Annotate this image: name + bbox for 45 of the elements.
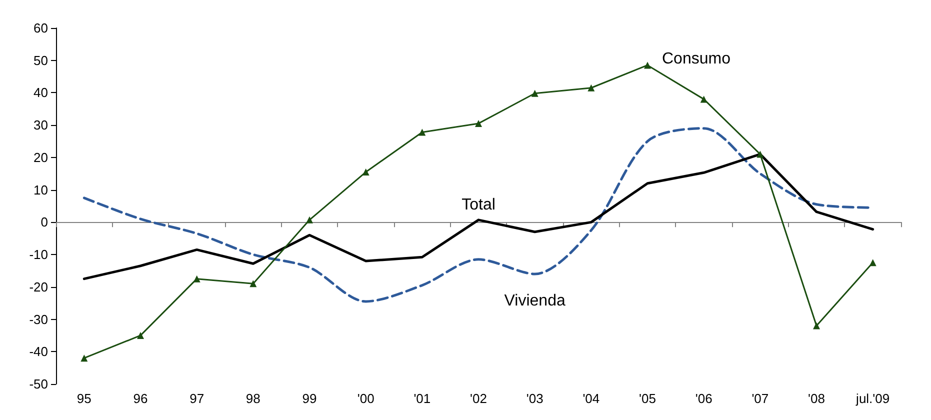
point xyxy=(700,96,708,103)
point xyxy=(193,275,200,282)
x-tick-label: '03 xyxy=(526,391,544,406)
y-tick-label: 30 xyxy=(34,118,48,133)
point xyxy=(756,150,764,158)
x-tick-label: '00 xyxy=(357,391,374,406)
x-tick-label: '08 xyxy=(808,391,825,406)
point xyxy=(418,128,426,136)
y-tick-label: 40 xyxy=(34,85,48,100)
point xyxy=(644,62,651,69)
x-tick-label: 98 xyxy=(246,391,260,406)
series-label: Total xyxy=(462,196,496,214)
point xyxy=(531,90,538,97)
point xyxy=(137,332,144,339)
x-tick-label: '02 xyxy=(470,391,487,406)
point xyxy=(588,84,595,92)
x-tick-label: jul.'09 xyxy=(855,391,890,406)
y-tick-label: -10 xyxy=(29,247,48,262)
x-tick-label: 95 xyxy=(76,391,92,406)
point xyxy=(869,259,876,266)
point xyxy=(250,280,257,288)
x-tick-label: '01 xyxy=(414,391,431,406)
series-label: Vivienda xyxy=(504,292,566,310)
y-tick-label: -30 xyxy=(29,312,48,327)
point xyxy=(80,354,88,362)
y-tick-label: 0 xyxy=(40,214,48,230)
x-tick-label: 99 xyxy=(302,391,317,406)
point xyxy=(813,322,820,330)
x-tick-label: '07 xyxy=(752,391,769,406)
y-tick-label: -40 xyxy=(29,344,48,360)
point xyxy=(306,216,313,224)
y-tick-label: 50 xyxy=(34,52,48,68)
series-label: Consumo xyxy=(662,50,731,68)
y-tick-label: -50 xyxy=(29,376,48,392)
y-tick-label: 20 xyxy=(34,150,48,165)
x-tick-label: 97 xyxy=(190,391,204,406)
x-tick-label: '06 xyxy=(695,391,712,406)
y-tick-label: -20 xyxy=(29,279,48,294)
point xyxy=(475,120,482,127)
point xyxy=(362,168,370,176)
x-tick-label: 96 xyxy=(133,391,148,406)
x-tick-label: '05 xyxy=(639,391,656,406)
y-tick-label: 10 xyxy=(34,182,48,198)
y-tick-label: 60 xyxy=(34,20,48,36)
x-tick-label: '04 xyxy=(582,391,600,406)
